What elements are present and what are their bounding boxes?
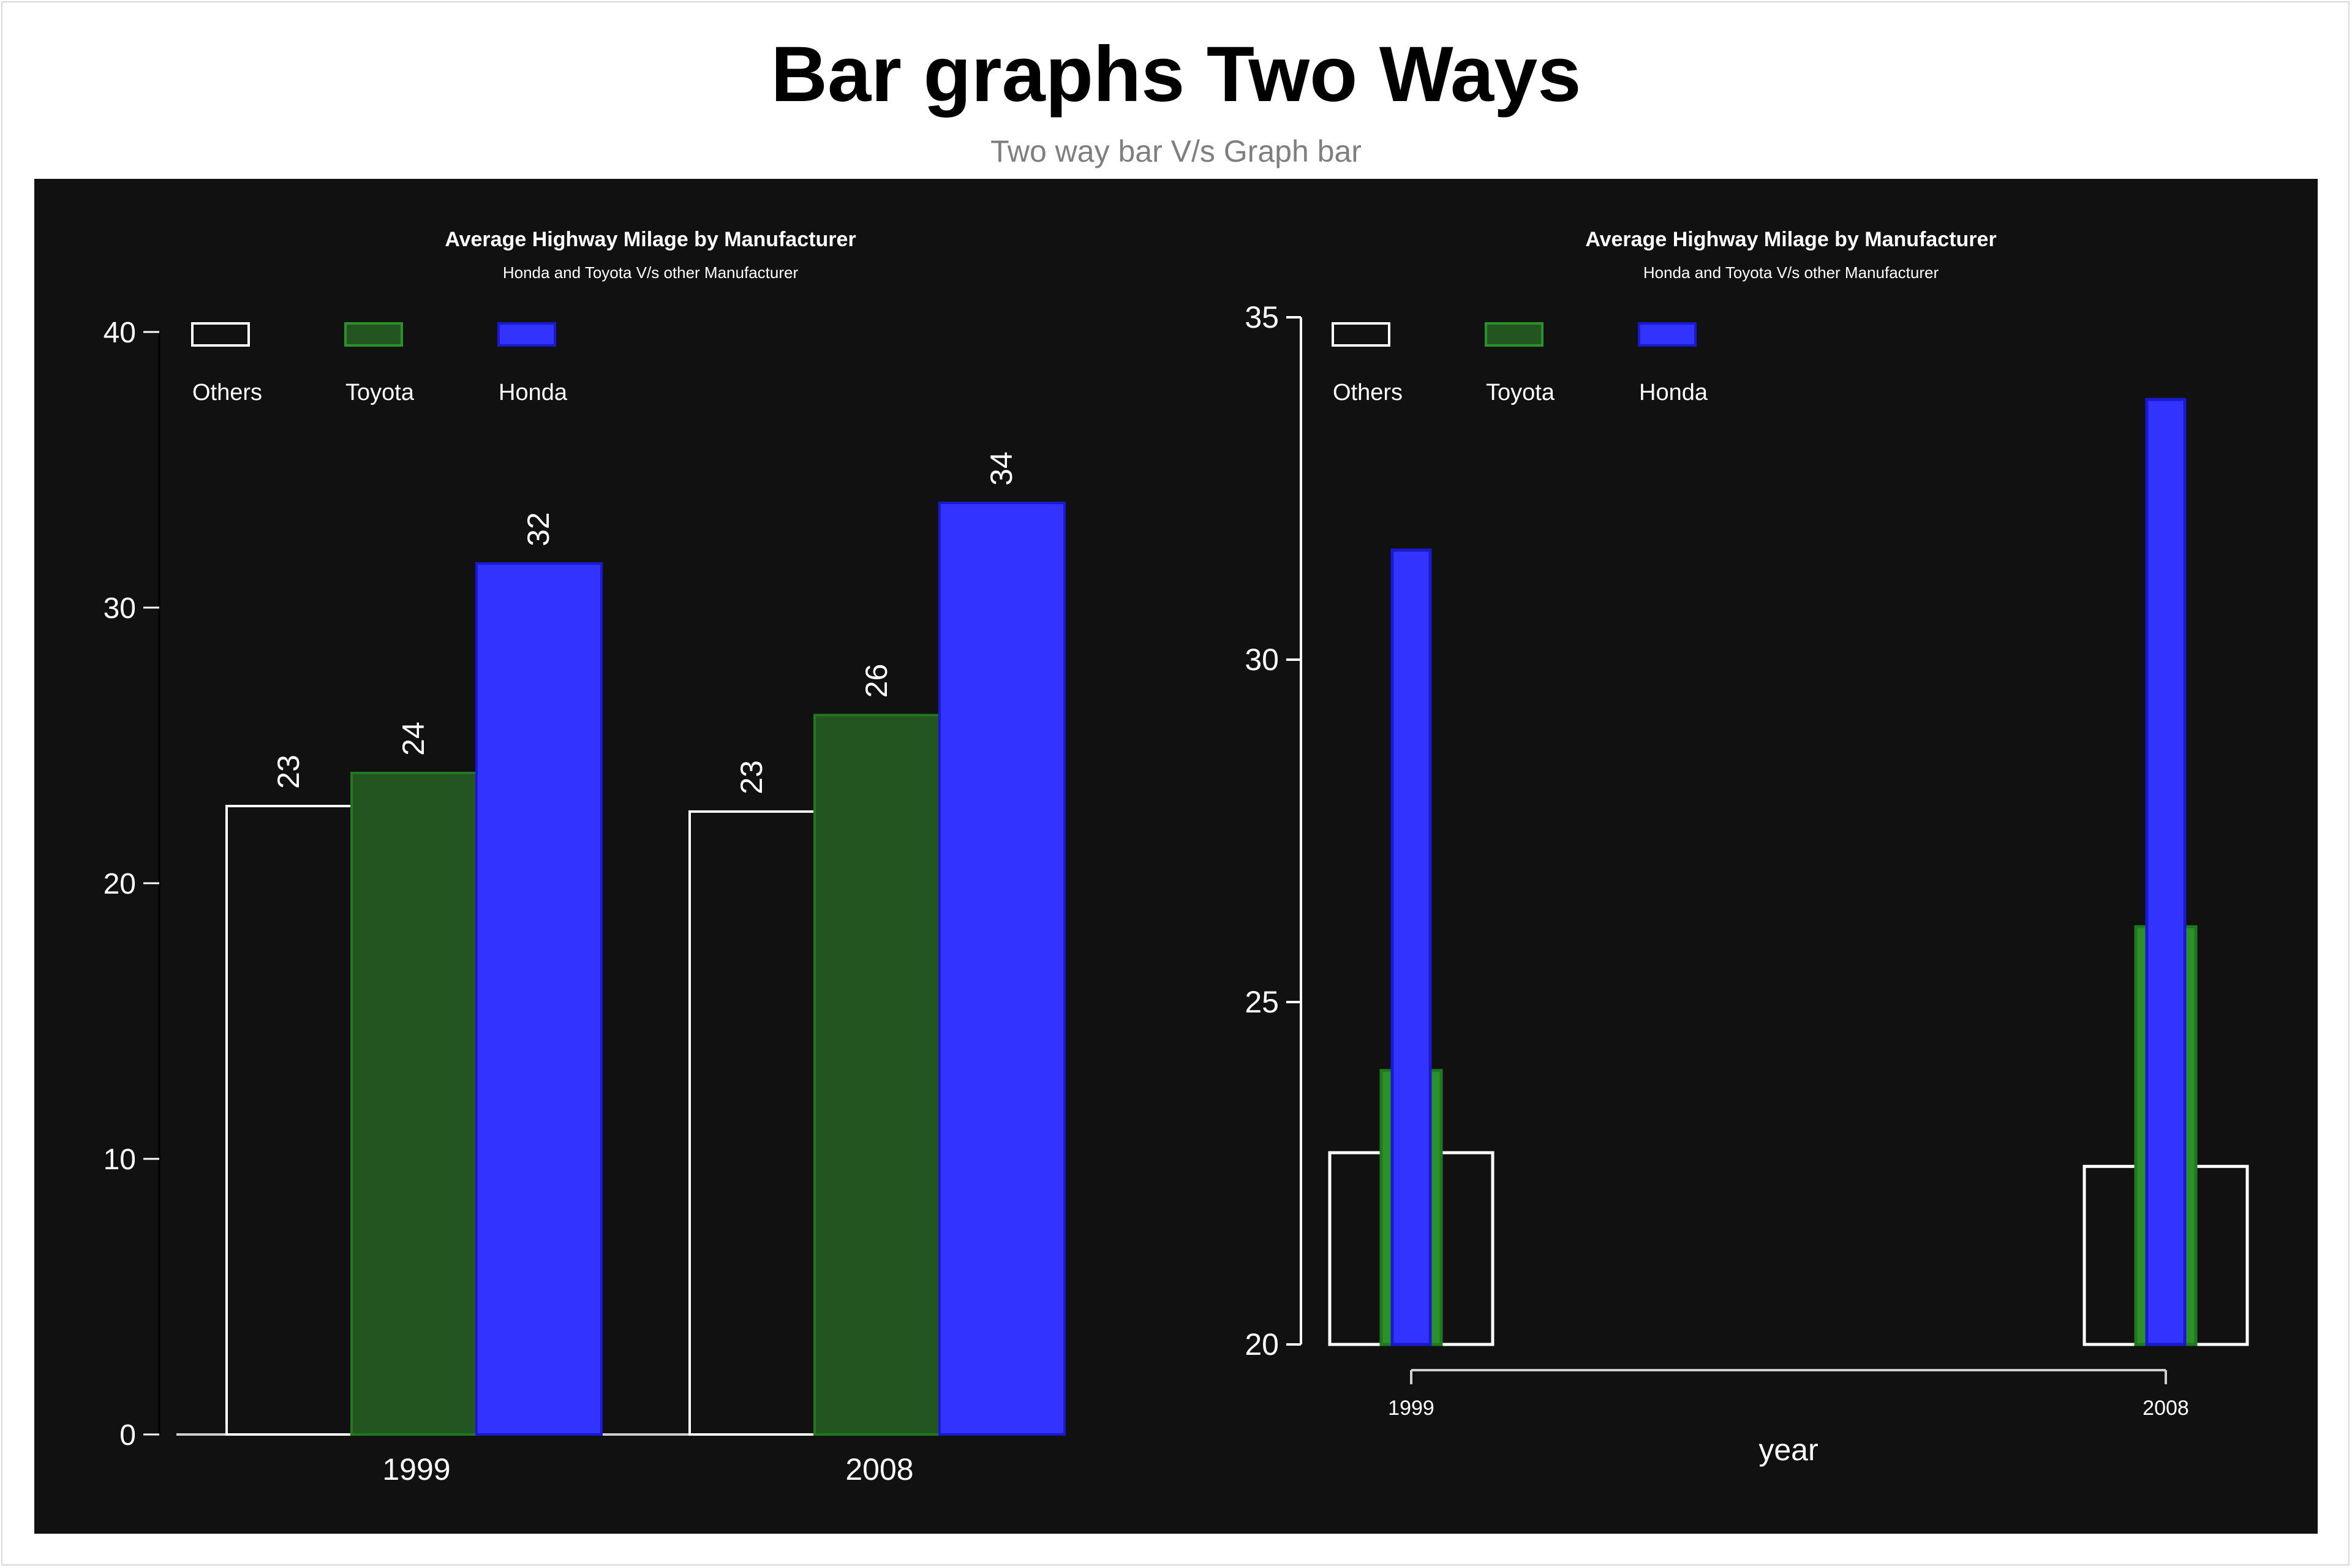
legend: Others Toyota Honda: [1332, 322, 1708, 405]
data-label: 32: [521, 512, 556, 546]
right-chart: Average Highway Milage by Manufacturer Ho…: [1245, 228, 2249, 1467]
y-tick-label: 40: [104, 317, 136, 349]
y-tick-label: 35: [1245, 300, 1279, 334]
bar-honda-1999: [1390, 548, 1432, 1346]
bar-honda-2008: [938, 502, 1066, 1436]
legend-swatch-toyota: [344, 322, 403, 347]
legend-label-honda: Honda: [1639, 380, 1708, 405]
x-tick-label: 2008: [845, 1452, 913, 1487]
y-tick-label: 10: [104, 1144, 136, 1176]
legend-label-others: Others: [1333, 380, 1403, 405]
x-tick-label: 1999: [382, 1452, 450, 1487]
x-axis-label: year: [1758, 1433, 1818, 1467]
legend-swatch-toyota: [1485, 322, 1544, 347]
data-label: 34: [984, 451, 1019, 486]
legend-label-toyota: Toyota: [1486, 380, 1555, 405]
bar-others-2008: [688, 810, 816, 1436]
chart-subtitle: Honda and Toyota V/s other Manufacturer: [503, 263, 799, 282]
x-tick-label: 2008: [2143, 1396, 2189, 1420]
legend-swatch-honda: [497, 322, 556, 347]
chart-title: Average Highway Milage by Manufacturer: [445, 228, 856, 251]
data-label: 23: [734, 760, 769, 794]
left-chart: Average Highway Milage by Manufacturer Ho…: [104, 228, 1066, 1487]
chart-panel: Average Highway Milage by Manufacturer Ho…: [34, 179, 2318, 1534]
y-tick-label: 20: [1245, 1327, 1279, 1362]
y-tick-label: 20: [104, 868, 136, 900]
x-tick-label: 1999: [1388, 1396, 1434, 1420]
legend-swatch-honda: [1638, 322, 1697, 347]
bar-toyota-1999: [350, 772, 478, 1436]
y-tick-label: 30: [104, 592, 136, 625]
data-label: 23: [271, 755, 306, 789]
bar-honda-2008: [2145, 398, 2187, 1346]
bar-toyota-2008: [813, 714, 941, 1436]
legend-label-honda: Honda: [499, 380, 568, 405]
figure-subtitle: Two way bar V/s Graph bar: [990, 134, 1362, 168]
charts-svg: Average Highway Milage by Manufacturer Ho…: [104, 228, 2249, 1487]
y-tick-label: 30: [1245, 643, 1279, 677]
legend-label-toyota: Toyota: [345, 380, 415, 405]
bar-others-1999: [225, 805, 353, 1436]
y-tick-label: 25: [1245, 985, 1279, 1019]
legend-swatch-others: [191, 322, 250, 347]
y-tick-label: 0: [119, 1419, 136, 1452]
figure-title: Bar graphs Two Ways: [771, 31, 1581, 118]
chart-subtitle: Honda and Toyota V/s other Manufacturer: [1643, 263, 1939, 282]
data-label: 26: [859, 664, 894, 698]
legend-label-others: Others: [192, 380, 262, 405]
legend: Others Toyota Honda: [191, 322, 568, 405]
chart-title: Average Highway Milage by Manufacturer: [1585, 228, 1996, 251]
legend-swatch-others: [1332, 322, 1390, 347]
data-label: 24: [396, 722, 431, 756]
bar-honda-1999: [475, 562, 603, 1436]
